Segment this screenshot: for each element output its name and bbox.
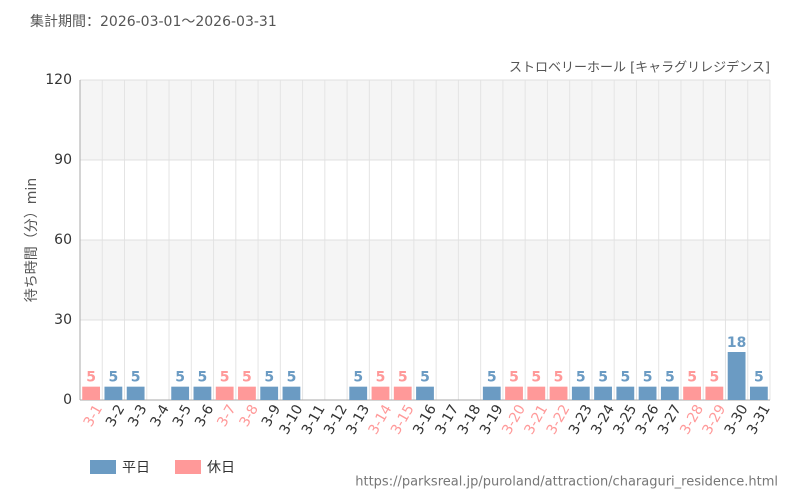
x-tick-label: 3-6	[192, 402, 217, 430]
bar	[104, 386, 123, 400]
data-label: 5	[643, 370, 653, 386]
y-tick-label: 0	[63, 392, 72, 408]
bar	[349, 386, 368, 400]
source-url: https://parksreal.jp/puroland/attraction…	[355, 475, 778, 490]
bar	[549, 386, 568, 400]
data-label: 5	[420, 370, 430, 386]
data-label: 5	[398, 370, 408, 386]
bar	[527, 386, 546, 400]
data-label: 18	[727, 335, 746, 351]
bar	[238, 386, 256, 400]
legend-swatch	[90, 460, 116, 474]
data-label: 5	[175, 370, 185, 386]
data-label: 5	[531, 370, 541, 386]
data-label: 5	[220, 370, 230, 386]
x-tick-label: 3-2	[103, 402, 128, 430]
bar	[683, 386, 701, 400]
y-tick-label: 90	[54, 152, 72, 168]
data-label: 5	[620, 370, 630, 386]
data-label: 5	[353, 370, 363, 386]
data-label: 5	[598, 370, 608, 386]
data-label: 5	[131, 370, 141, 386]
x-tick-label: 3-5	[170, 402, 195, 430]
bar	[215, 386, 234, 400]
bar	[705, 386, 724, 400]
bar	[482, 386, 501, 400]
data-label: 5	[287, 370, 297, 386]
x-tick-label: 3-4	[148, 402, 173, 430]
bar	[171, 386, 190, 400]
data-label: 5	[554, 370, 564, 386]
data-label: 5	[242, 370, 252, 386]
bar	[282, 386, 301, 400]
x-tick-label: 3-8	[237, 402, 262, 430]
data-label: 5	[376, 370, 386, 386]
x-tick-label: 3-3	[125, 402, 150, 430]
data-label: 5	[264, 370, 274, 386]
y-tick-label: 30	[54, 312, 72, 328]
x-tick-label: 3-31	[744, 402, 774, 438]
bar	[126, 386, 145, 400]
y-tick-label: 60	[54, 232, 72, 248]
chart-subtitle: ストロベリーホール [キャラグリレジデンス]	[509, 60, 770, 76]
bar	[571, 386, 590, 400]
bar	[82, 386, 101, 400]
bar	[638, 386, 657, 400]
bar	[193, 386, 212, 400]
y-tick-label: 120	[45, 72, 72, 88]
plot-band	[80, 80, 770, 160]
data-label: 5	[86, 370, 96, 386]
legend-swatch	[175, 460, 201, 474]
bar	[749, 386, 768, 400]
bar	[393, 386, 412, 400]
plot-band	[80, 240, 770, 320]
legend-label: 平日	[122, 460, 150, 476]
bar	[371, 386, 390, 400]
bar	[616, 386, 635, 400]
y-axis-label: 待ち時間（分）min	[24, 178, 40, 302]
data-label: 5	[665, 370, 675, 386]
data-label: 5	[576, 370, 586, 386]
bar	[727, 352, 746, 400]
data-label: 5	[487, 370, 497, 386]
bar	[260, 386, 279, 400]
legend-label: 休日	[207, 460, 235, 476]
data-label: 5	[509, 370, 519, 386]
data-label: 5	[109, 370, 119, 386]
x-tick-label: 3-1	[81, 402, 106, 430]
bar	[416, 386, 434, 400]
data-label: 5	[754, 370, 764, 386]
bar	[505, 386, 523, 400]
data-label: 5	[687, 370, 697, 386]
bar	[594, 386, 612, 400]
x-tick-label: 3-7	[214, 402, 239, 430]
bar	[660, 386, 679, 400]
chart-title: 集計期間：2026-03-01～2026-03-31	[30, 13, 277, 30]
data-label: 5	[198, 370, 208, 386]
data-label: 5	[709, 370, 719, 386]
